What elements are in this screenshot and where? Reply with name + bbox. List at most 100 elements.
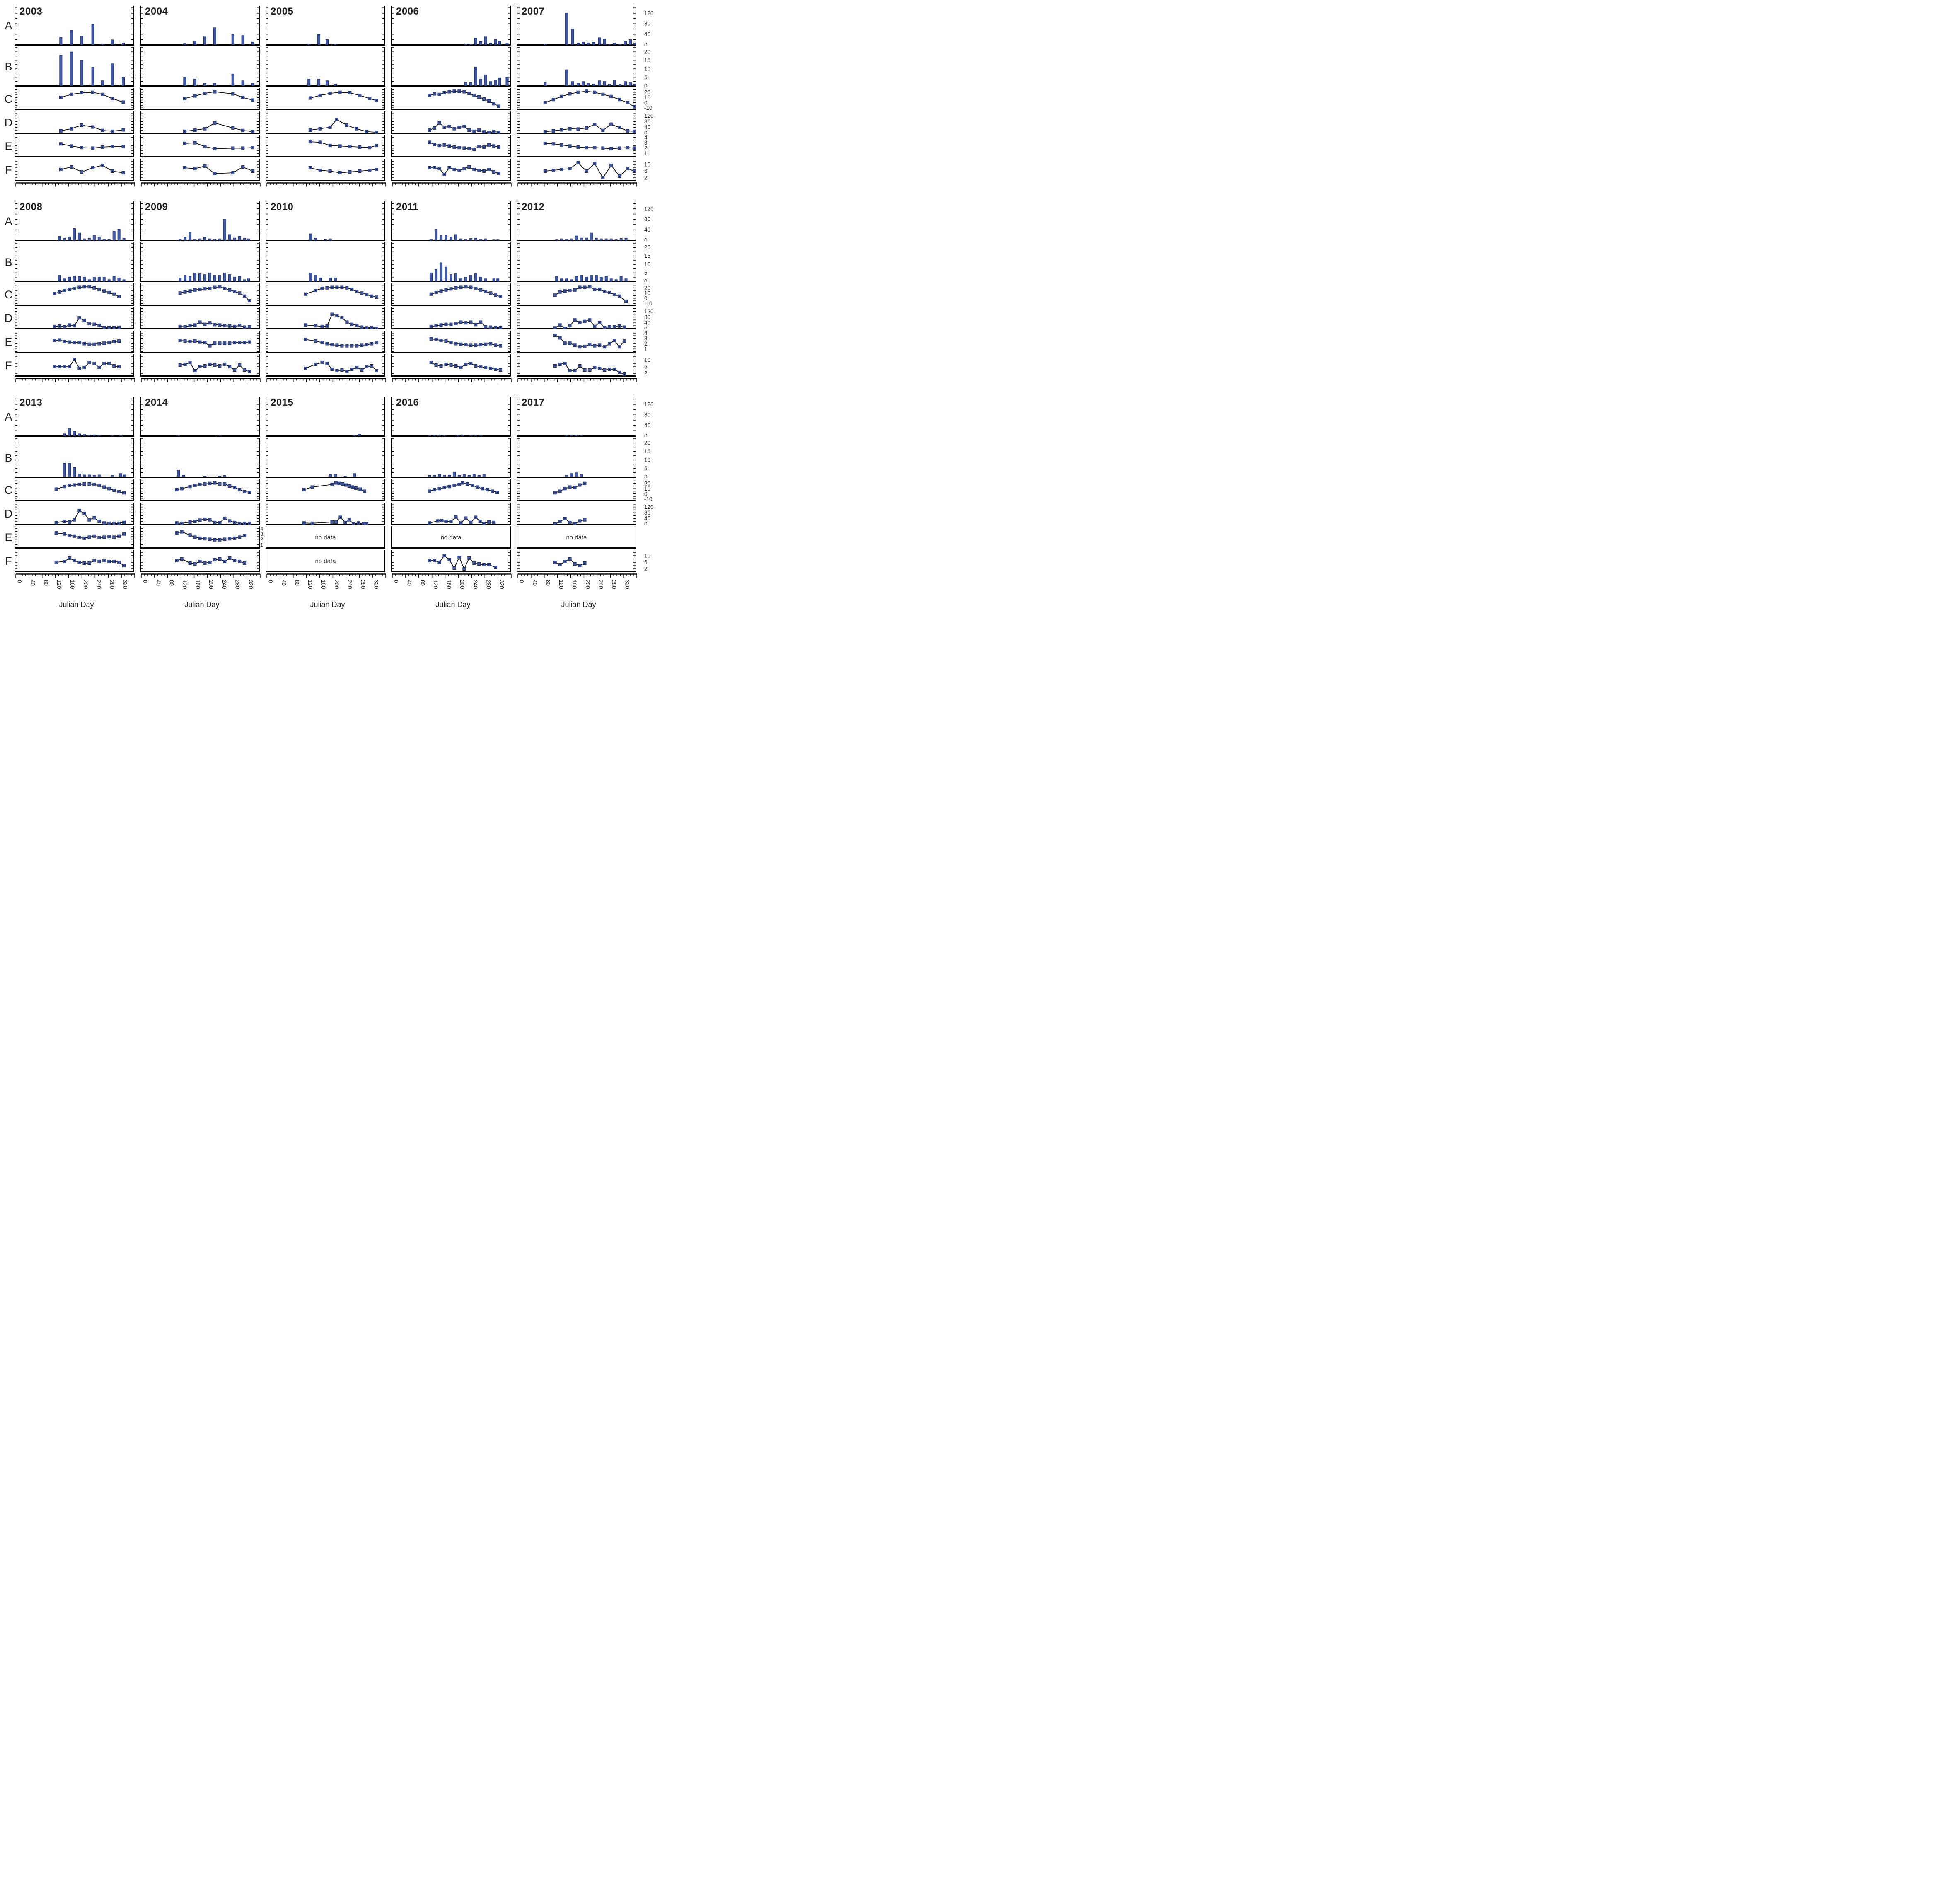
panel-2005-E <box>266 135 385 157</box>
svg-text:10: 10 <box>644 553 650 559</box>
right-axis-column-B: 20 15 10 5 0 <box>642 438 665 478</box>
row-letter-D: D <box>4 312 13 324</box>
data-markers <box>304 285 379 299</box>
right-axis-column-D: 120 80 40 0 <box>642 111 665 134</box>
svg-text:160: 160 <box>195 580 201 589</box>
row-letter-D: D <box>4 116 13 129</box>
panel-2012-A: 2012 <box>517 201 636 241</box>
svg-text:-10: -10 <box>644 496 653 501</box>
right-axis-labels-A: 120 80 40 0 <box>644 206 654 241</box>
x-axis-strip-cell: 04080120160200240280320360 <box>141 573 261 599</box>
panel-plot-E <box>266 526 385 549</box>
panel-2005-C <box>266 88 385 110</box>
panel-plot-D <box>266 503 385 525</box>
panel-plot-A <box>391 6 511 46</box>
data-markers <box>59 142 125 150</box>
data-markers <box>183 121 255 133</box>
x-axis-right-gutter <box>643 378 665 385</box>
panel-plot-B <box>140 47 260 87</box>
panel-plot-E <box>517 331 636 353</box>
no-data-label: no data <box>315 557 336 565</box>
svg-text:40: 40 <box>644 422 650 428</box>
panel-plot-D <box>140 503 260 525</box>
panel-2005-B <box>266 47 385 87</box>
x-axis-strip-cell: 04080120160200240280320360 <box>266 573 387 599</box>
year-label: 2011 <box>396 201 419 213</box>
svg-text:10: 10 <box>644 261 650 268</box>
row-letter-C: C <box>4 484 13 496</box>
panel-2011-C <box>391 283 511 306</box>
svg-text:0: 0 <box>644 491 648 497</box>
panel-2017-B <box>517 438 636 478</box>
panel-2013-B <box>15 438 134 478</box>
bar-series <box>59 51 125 86</box>
svg-text:160: 160 <box>571 580 578 589</box>
data-markers <box>54 556 126 567</box>
svg-text:0: 0 <box>644 521 648 525</box>
svg-text:0: 0 <box>142 580 148 583</box>
panel-2003-D <box>15 111 134 134</box>
svg-text:5: 5 <box>644 270 648 276</box>
row-letter-F: F <box>5 359 12 372</box>
svg-text:3: 3 <box>260 531 263 537</box>
panel-2011-A: 2011 <box>391 201 511 241</box>
x-axis-strip: 04080120160200240280320360 <box>15 573 135 589</box>
svg-text:40: 40 <box>644 227 650 233</box>
data-markers <box>429 361 503 372</box>
data-markers <box>178 320 251 329</box>
svg-text:80: 80 <box>545 580 551 586</box>
data-markers <box>183 90 255 102</box>
year-label: 2005 <box>271 6 294 17</box>
x-axis-title: Julian Day <box>561 600 596 609</box>
panel-2011-D <box>391 307 511 329</box>
panel-2009-A: 2009 <box>140 201 260 241</box>
row-letter-B: B <box>5 60 12 73</box>
data-markers <box>302 481 366 493</box>
x-axis-strip <box>266 182 387 187</box>
svg-text:2: 2 <box>644 370 648 377</box>
x-axis-strip-cell: 04080120160200240280320360 <box>517 573 638 599</box>
panel-plot-A <box>517 201 636 241</box>
panel-2015-D <box>266 503 385 525</box>
data-markers <box>175 517 251 525</box>
panel-plot-A <box>15 201 134 241</box>
panel-2016-E: no data <box>391 526 511 549</box>
panel-plot-D <box>517 307 636 329</box>
panel-2016-D <box>391 503 511 525</box>
panel-2005-D <box>266 111 385 134</box>
svg-text:320: 320 <box>499 580 505 589</box>
svg-text:80: 80 <box>420 580 426 586</box>
svg-text:2: 2 <box>644 175 648 181</box>
panel-2003-F <box>15 159 134 181</box>
x-axis-strip <box>15 182 135 187</box>
right-axis-labels-B: 20 15 10 5 0 <box>644 440 650 478</box>
x-axis-strip <box>517 182 638 187</box>
data-markers <box>53 316 121 329</box>
bar-series <box>59 24 125 45</box>
svg-text:4: 4 <box>260 526 263 532</box>
panel-2013-C <box>15 479 134 501</box>
panel-2006-A: 2006 <box>391 6 511 46</box>
x-axis-strip-cell <box>141 182 261 189</box>
panel-2017-D <box>517 503 636 525</box>
svg-text:3: 3 <box>644 140 648 146</box>
panel-2007-A: 2007 <box>517 6 636 46</box>
bar-series <box>555 275 628 282</box>
x-axis-strip <box>392 182 512 187</box>
panel-2004-C <box>140 88 260 110</box>
data-markers <box>53 358 121 370</box>
data-markers <box>429 285 503 298</box>
panel-2013-E <box>15 526 134 549</box>
year-label: 2003 <box>19 6 43 17</box>
bar-series <box>307 79 337 86</box>
panel-2007-C <box>517 88 636 110</box>
panel-2014-D <box>140 503 260 525</box>
svg-text:0: 0 <box>644 326 648 330</box>
bar-series <box>58 275 126 282</box>
svg-text:3: 3 <box>644 335 648 341</box>
x-axis-strip-cell <box>517 378 638 385</box>
panel-plot-F <box>15 550 134 572</box>
